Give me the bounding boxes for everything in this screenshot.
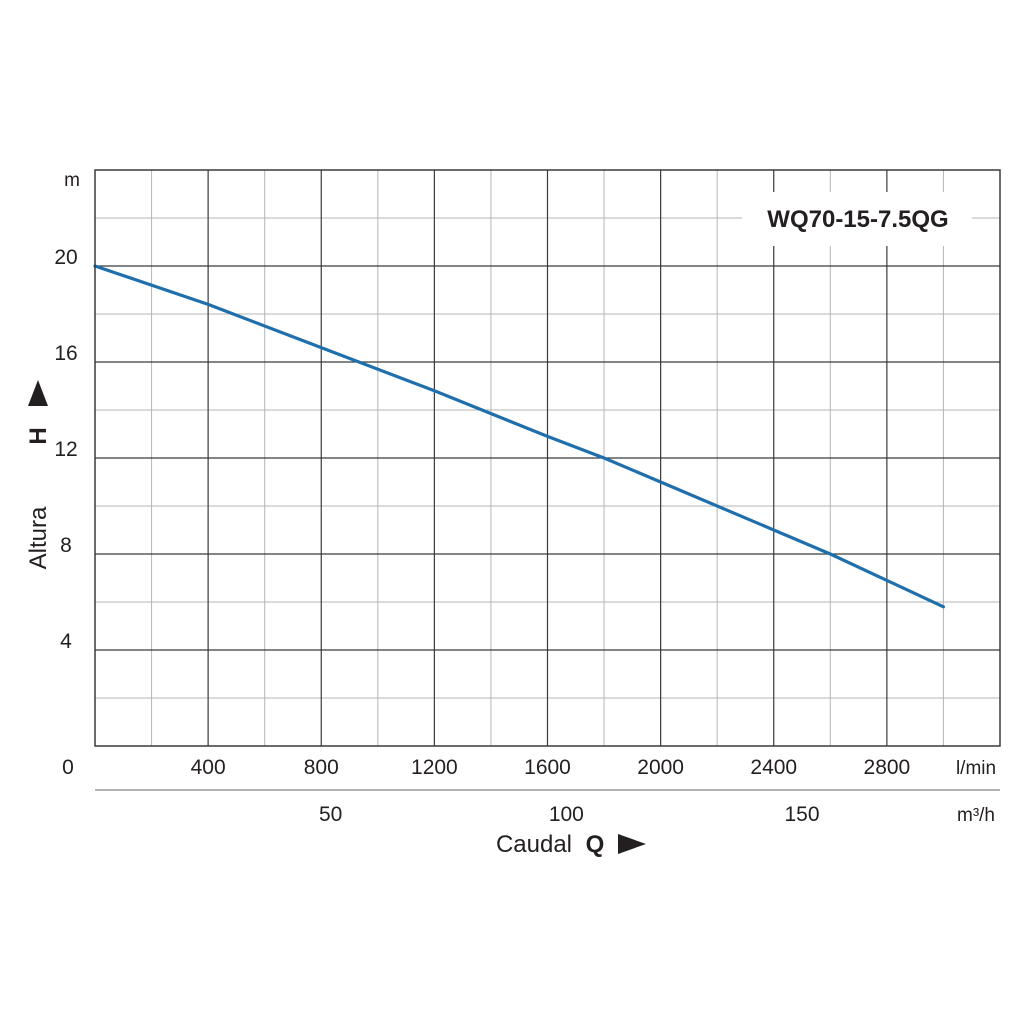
x-tick-label: 1600	[524, 756, 571, 779]
head-flow-curve	[93, 264, 946, 609]
x-axis-arrow-icon	[618, 834, 646, 854]
x-tick-label: 2800	[864, 756, 911, 779]
y-tick-label: 12	[54, 438, 77, 461]
y-tick-labels: 4 8 12 16 20	[54, 246, 77, 653]
y-tick-label: 8	[60, 534, 72, 557]
x-unit-label: l/min	[956, 758, 996, 779]
x-tick-labels: 400 800 1200 1600 2000 2400 2800	[191, 756, 911, 779]
x-axis-title: Caudal	[496, 831, 572, 858]
x2-tick-label: 150	[785, 803, 820, 826]
curve-layer	[93, 264, 946, 609]
y-tick-label: 16	[54, 342, 77, 365]
x2-unit-label: m³/h	[957, 805, 995, 826]
major-grid	[95, 170, 1000, 746]
y-axis-title: Altura	[25, 506, 52, 569]
x2-tick-label: 100	[549, 803, 584, 826]
x-tick-label: 400	[191, 756, 226, 779]
x2-tick-labels: 50 100 150	[319, 803, 820, 826]
x2-tick-label: 50	[319, 803, 342, 826]
x-axis-symbol: Q	[586, 831, 605, 858]
y-unit-label: m	[64, 170, 80, 191]
x-tick-label: 2400	[750, 756, 797, 779]
y-axis-symbol: H	[25, 427, 52, 444]
origin-label: 0	[62, 756, 74, 779]
model-label: WQ70-15-7.5QG	[767, 206, 948, 233]
y-axis-arrow-icon	[28, 380, 48, 406]
x-tick-label: 1200	[411, 756, 458, 779]
x-tick-label: 2000	[637, 756, 684, 779]
x-tick-label: 800	[304, 756, 339, 779]
y-tick-label: 4	[60, 630, 72, 653]
plot-border	[94, 169, 1001, 747]
y-tick-label: 20	[54, 246, 77, 269]
model-label-background	[742, 192, 972, 246]
plot-frame	[94, 169, 1001, 747]
